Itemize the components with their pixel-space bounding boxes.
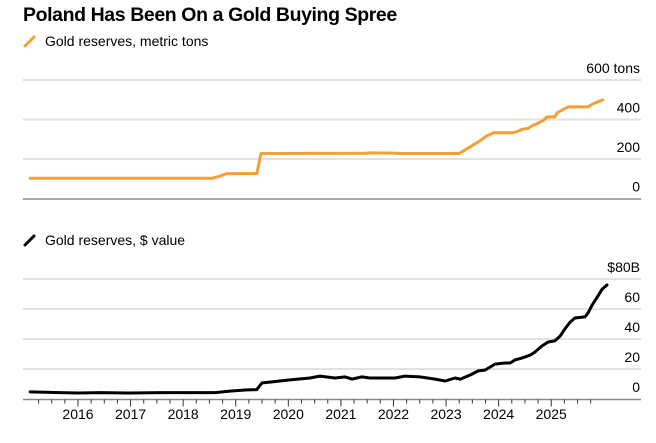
legend-swatch-value-icon [23, 234, 36, 247]
x-tick-label: 2024 [483, 406, 514, 422]
x-tick-label: 2016 [62, 406, 93, 422]
x-tick-label: 2023 [430, 406, 461, 422]
tons-panel: 0 200 400 600 tons [23, 60, 641, 200]
x-tick-label: 2025 [536, 406, 567, 422]
x-tick-label: 2019 [220, 406, 251, 422]
y-tick-label: 20 [624, 349, 640, 365]
legend-label-tons: Gold reserves, metric tons [45, 33, 209, 49]
series-line [28, 98, 605, 180]
series-line [28, 283, 609, 395]
y-tick-label: 60 [624, 289, 640, 305]
x-tick-label: 2021 [325, 406, 356, 422]
chart-title: Poland Has Been On a Gold Buying Spree [23, 4, 397, 26]
y-tick-label: 0 [632, 379, 640, 395]
y-tick-label: 200 [617, 139, 641, 155]
legend-label-value: Gold reserves, $ value [45, 232, 186, 248]
legend-value: Gold reserves, $ value [23, 232, 185, 248]
x-tick-label: 2022 [378, 406, 409, 422]
x-tick-label: 2020 [273, 406, 304, 422]
x-tick-label: 2018 [168, 406, 199, 422]
y-tick-label: $80B [607, 259, 640, 275]
x-tick-label: 2017 [115, 406, 146, 422]
value-panel: 0 20 40 60 $80B 2016 2017 2018 2019 2020 2021 2022 2… [23, 259, 641, 422]
y-tick-label: 600 tons [586, 60, 640, 76]
legend-swatch-tons-icon [23, 35, 36, 48]
y-tick-label: 0 [632, 179, 640, 195]
legend-tons: Gold reserves, metric tons [23, 33, 208, 49]
y-tick-label: 400 [617, 100, 641, 116]
y-tick-label: 40 [624, 319, 640, 335]
